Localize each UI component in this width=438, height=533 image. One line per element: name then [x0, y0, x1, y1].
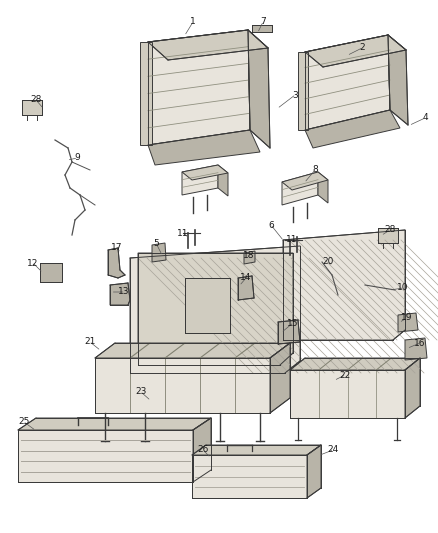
Text: 1: 1 — [190, 18, 196, 27]
Polygon shape — [192, 455, 307, 498]
Text: 11: 11 — [177, 229, 189, 238]
Polygon shape — [152, 243, 166, 262]
Polygon shape — [148, 130, 260, 165]
Text: 8: 8 — [312, 166, 318, 174]
Text: 22: 22 — [339, 370, 351, 379]
Polygon shape — [252, 25, 272, 32]
Text: 3: 3 — [292, 91, 298, 100]
Polygon shape — [398, 313, 418, 332]
Polygon shape — [110, 283, 130, 305]
Text: 28: 28 — [30, 95, 42, 104]
Polygon shape — [388, 35, 408, 125]
Text: 16: 16 — [414, 338, 426, 348]
Text: 24: 24 — [327, 446, 339, 455]
Polygon shape — [307, 445, 321, 498]
Polygon shape — [95, 358, 270, 413]
Text: 26: 26 — [197, 446, 208, 455]
Polygon shape — [305, 35, 406, 67]
Text: 19: 19 — [401, 313, 413, 322]
Polygon shape — [148, 30, 268, 60]
Text: 15: 15 — [287, 319, 299, 327]
Text: 23: 23 — [135, 387, 147, 397]
Polygon shape — [18, 430, 193, 482]
Polygon shape — [244, 251, 255, 264]
Polygon shape — [192, 445, 321, 455]
Polygon shape — [108, 248, 125, 278]
Text: 18: 18 — [243, 251, 255, 260]
Polygon shape — [318, 172, 328, 203]
Polygon shape — [405, 338, 427, 360]
Polygon shape — [238, 276, 254, 300]
Text: 13: 13 — [118, 287, 130, 296]
Text: 2: 2 — [359, 44, 365, 52]
Polygon shape — [282, 172, 328, 190]
Polygon shape — [278, 320, 300, 344]
Text: 5: 5 — [153, 238, 159, 247]
Text: 9: 9 — [74, 154, 80, 163]
Text: 7: 7 — [260, 18, 266, 27]
Polygon shape — [282, 172, 318, 205]
Polygon shape — [95, 343, 290, 358]
Polygon shape — [185, 278, 230, 333]
Polygon shape — [290, 370, 405, 418]
Polygon shape — [378, 228, 398, 243]
Text: 20: 20 — [322, 257, 334, 266]
Polygon shape — [305, 35, 390, 130]
Polygon shape — [148, 30, 250, 145]
Text: 17: 17 — [111, 244, 123, 253]
Polygon shape — [248, 30, 270, 148]
Polygon shape — [18, 418, 211, 430]
Text: 28: 28 — [384, 225, 396, 235]
Polygon shape — [22, 100, 42, 115]
Polygon shape — [270, 343, 290, 413]
Text: 21: 21 — [84, 337, 95, 346]
Polygon shape — [182, 165, 228, 180]
Polygon shape — [298, 52, 308, 130]
Text: 14: 14 — [240, 273, 252, 282]
Polygon shape — [290, 358, 420, 370]
Polygon shape — [283, 230, 405, 340]
Text: 10: 10 — [397, 284, 409, 293]
Polygon shape — [193, 418, 211, 482]
Polygon shape — [130, 246, 300, 373]
Polygon shape — [405, 358, 420, 418]
Polygon shape — [40, 263, 62, 282]
Polygon shape — [182, 165, 218, 195]
Text: 6: 6 — [268, 221, 274, 230]
Text: 4: 4 — [422, 114, 428, 123]
Polygon shape — [305, 110, 400, 148]
Text: 25: 25 — [18, 417, 30, 426]
Polygon shape — [138, 253, 293, 365]
Text: 11: 11 — [286, 236, 298, 245]
Polygon shape — [140, 42, 152, 145]
Polygon shape — [218, 165, 228, 196]
Text: 12: 12 — [27, 259, 39, 268]
